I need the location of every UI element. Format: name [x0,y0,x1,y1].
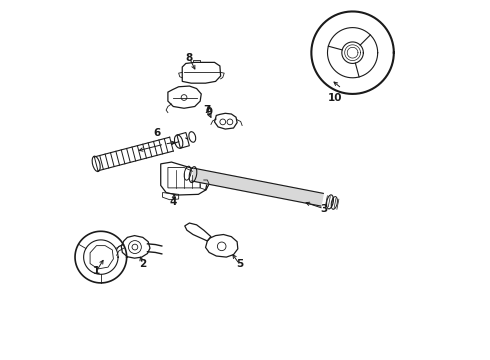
Text: 8: 8 [186,53,193,63]
Polygon shape [192,168,323,206]
Text: 9: 9 [206,107,213,117]
Text: 5: 5 [236,259,243,269]
Text: 4: 4 [170,197,177,207]
Text: 3: 3 [320,204,327,214]
Text: 6: 6 [153,129,161,138]
Text: 7: 7 [204,105,211,115]
Text: 2: 2 [139,259,147,269]
Text: 10: 10 [327,93,342,103]
Text: 1: 1 [93,266,100,276]
